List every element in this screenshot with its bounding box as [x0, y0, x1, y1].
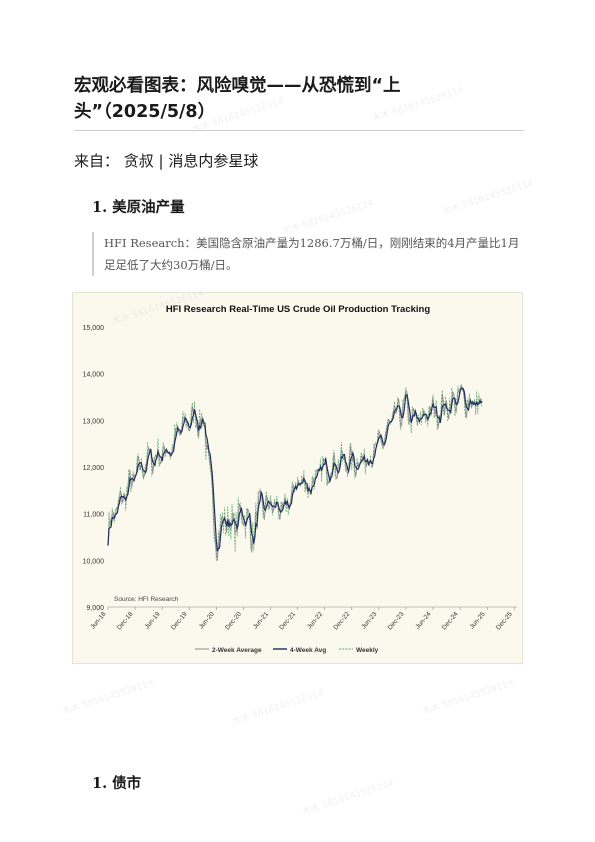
legend-4-week-avg: 4-Week Avg: [273, 647, 326, 654]
x-tick-label: Dec-22: [332, 611, 351, 632]
y-tick-label: 12,000: [83, 465, 105, 472]
x-tick-label: Jun-25: [469, 610, 487, 630]
legend-label: Weekly: [356, 647, 379, 654]
watermark: 木木 5816145526114: [441, 178, 535, 218]
x-tick-label: Jun-19: [144, 610, 162, 630]
y-tick-label: 15,000: [83, 325, 105, 332]
x-tick-label: Jun-24: [414, 610, 432, 630]
x-tick-label: Dec-25: [495, 611, 514, 632]
x-tick-label: Dec-20: [224, 611, 243, 632]
y-tick-label: 14,000: [83, 372, 105, 379]
legend-weekly: Weekly: [339, 647, 379, 654]
oil-production-chart: HFI Research Real-Time US Crude Oil Prod…: [72, 292, 523, 664]
x-tick-label: Jun-18: [89, 610, 107, 630]
y-tick-label: 13,000: [83, 418, 105, 425]
x-tick-label: Dec-23: [387, 611, 406, 632]
y-tick-label: 11,000: [83, 512, 104, 519]
chart-svg: HFI Research Real-Time US Crude Oil Prod…: [83, 304, 517, 654]
watermark: 木木 5816145526114: [301, 778, 395, 818]
legend-label: 4-Week Avg: [290, 647, 326, 654]
legend-2-week-average: 2-Week Average: [195, 647, 262, 654]
legend-label: 2-Week Average: [212, 647, 262, 654]
series-line-4-week-avg: [107, 387, 483, 552]
x-tick-label: Jun-20: [198, 610, 216, 630]
series-line-2-week-average: [107, 386, 483, 561]
chart-source-note: Source: HFI Research: [114, 596, 179, 603]
section-heading-bonds: 1. 债市: [92, 775, 142, 792]
x-tick-label: Jun-21: [252, 610, 270, 630]
watermark: 木木 5816145526114: [421, 678, 515, 718]
x-tick-label: Dec-24: [441, 611, 460, 632]
series-line-weekly: [107, 383, 483, 562]
watermark: 木木 5816145526114: [61, 678, 155, 718]
watermark: 木木 5816145526114: [231, 688, 325, 728]
title-divider: [74, 130, 524, 131]
x-tick-label: Dec-18: [116, 611, 135, 632]
section-heading-oil: 1. 美原油产量: [92, 199, 185, 216]
x-tick-label: Jun-23: [360, 610, 378, 630]
y-tick-label: 9,000: [86, 605, 104, 612]
x-tick-label: Dec-19: [170, 611, 189, 632]
page-title: 宏观必看图表：风险嗅觉——从恐慌到“上头”（2025/5/8）: [74, 76, 401, 122]
source-line: 来自： 贪叔 | 消息内参星球: [74, 152, 259, 170]
quote-block: HFI Research：美国隐含原油产量为1286.7万桶/日，刚刚结束的4月…: [92, 232, 520, 276]
x-tick-label: Dec-21: [278, 611, 297, 632]
y-tick-label: 10,000: [83, 558, 105, 565]
x-tick-label: Jun-22: [306, 610, 324, 630]
quote-text: HFI Research：美国隐含原油产量为1286.7万桶/日，刚刚结束的4月…: [104, 236, 520, 272]
chart-title: HFI Research Real-Time US Crude Oil Prod…: [166, 304, 431, 315]
